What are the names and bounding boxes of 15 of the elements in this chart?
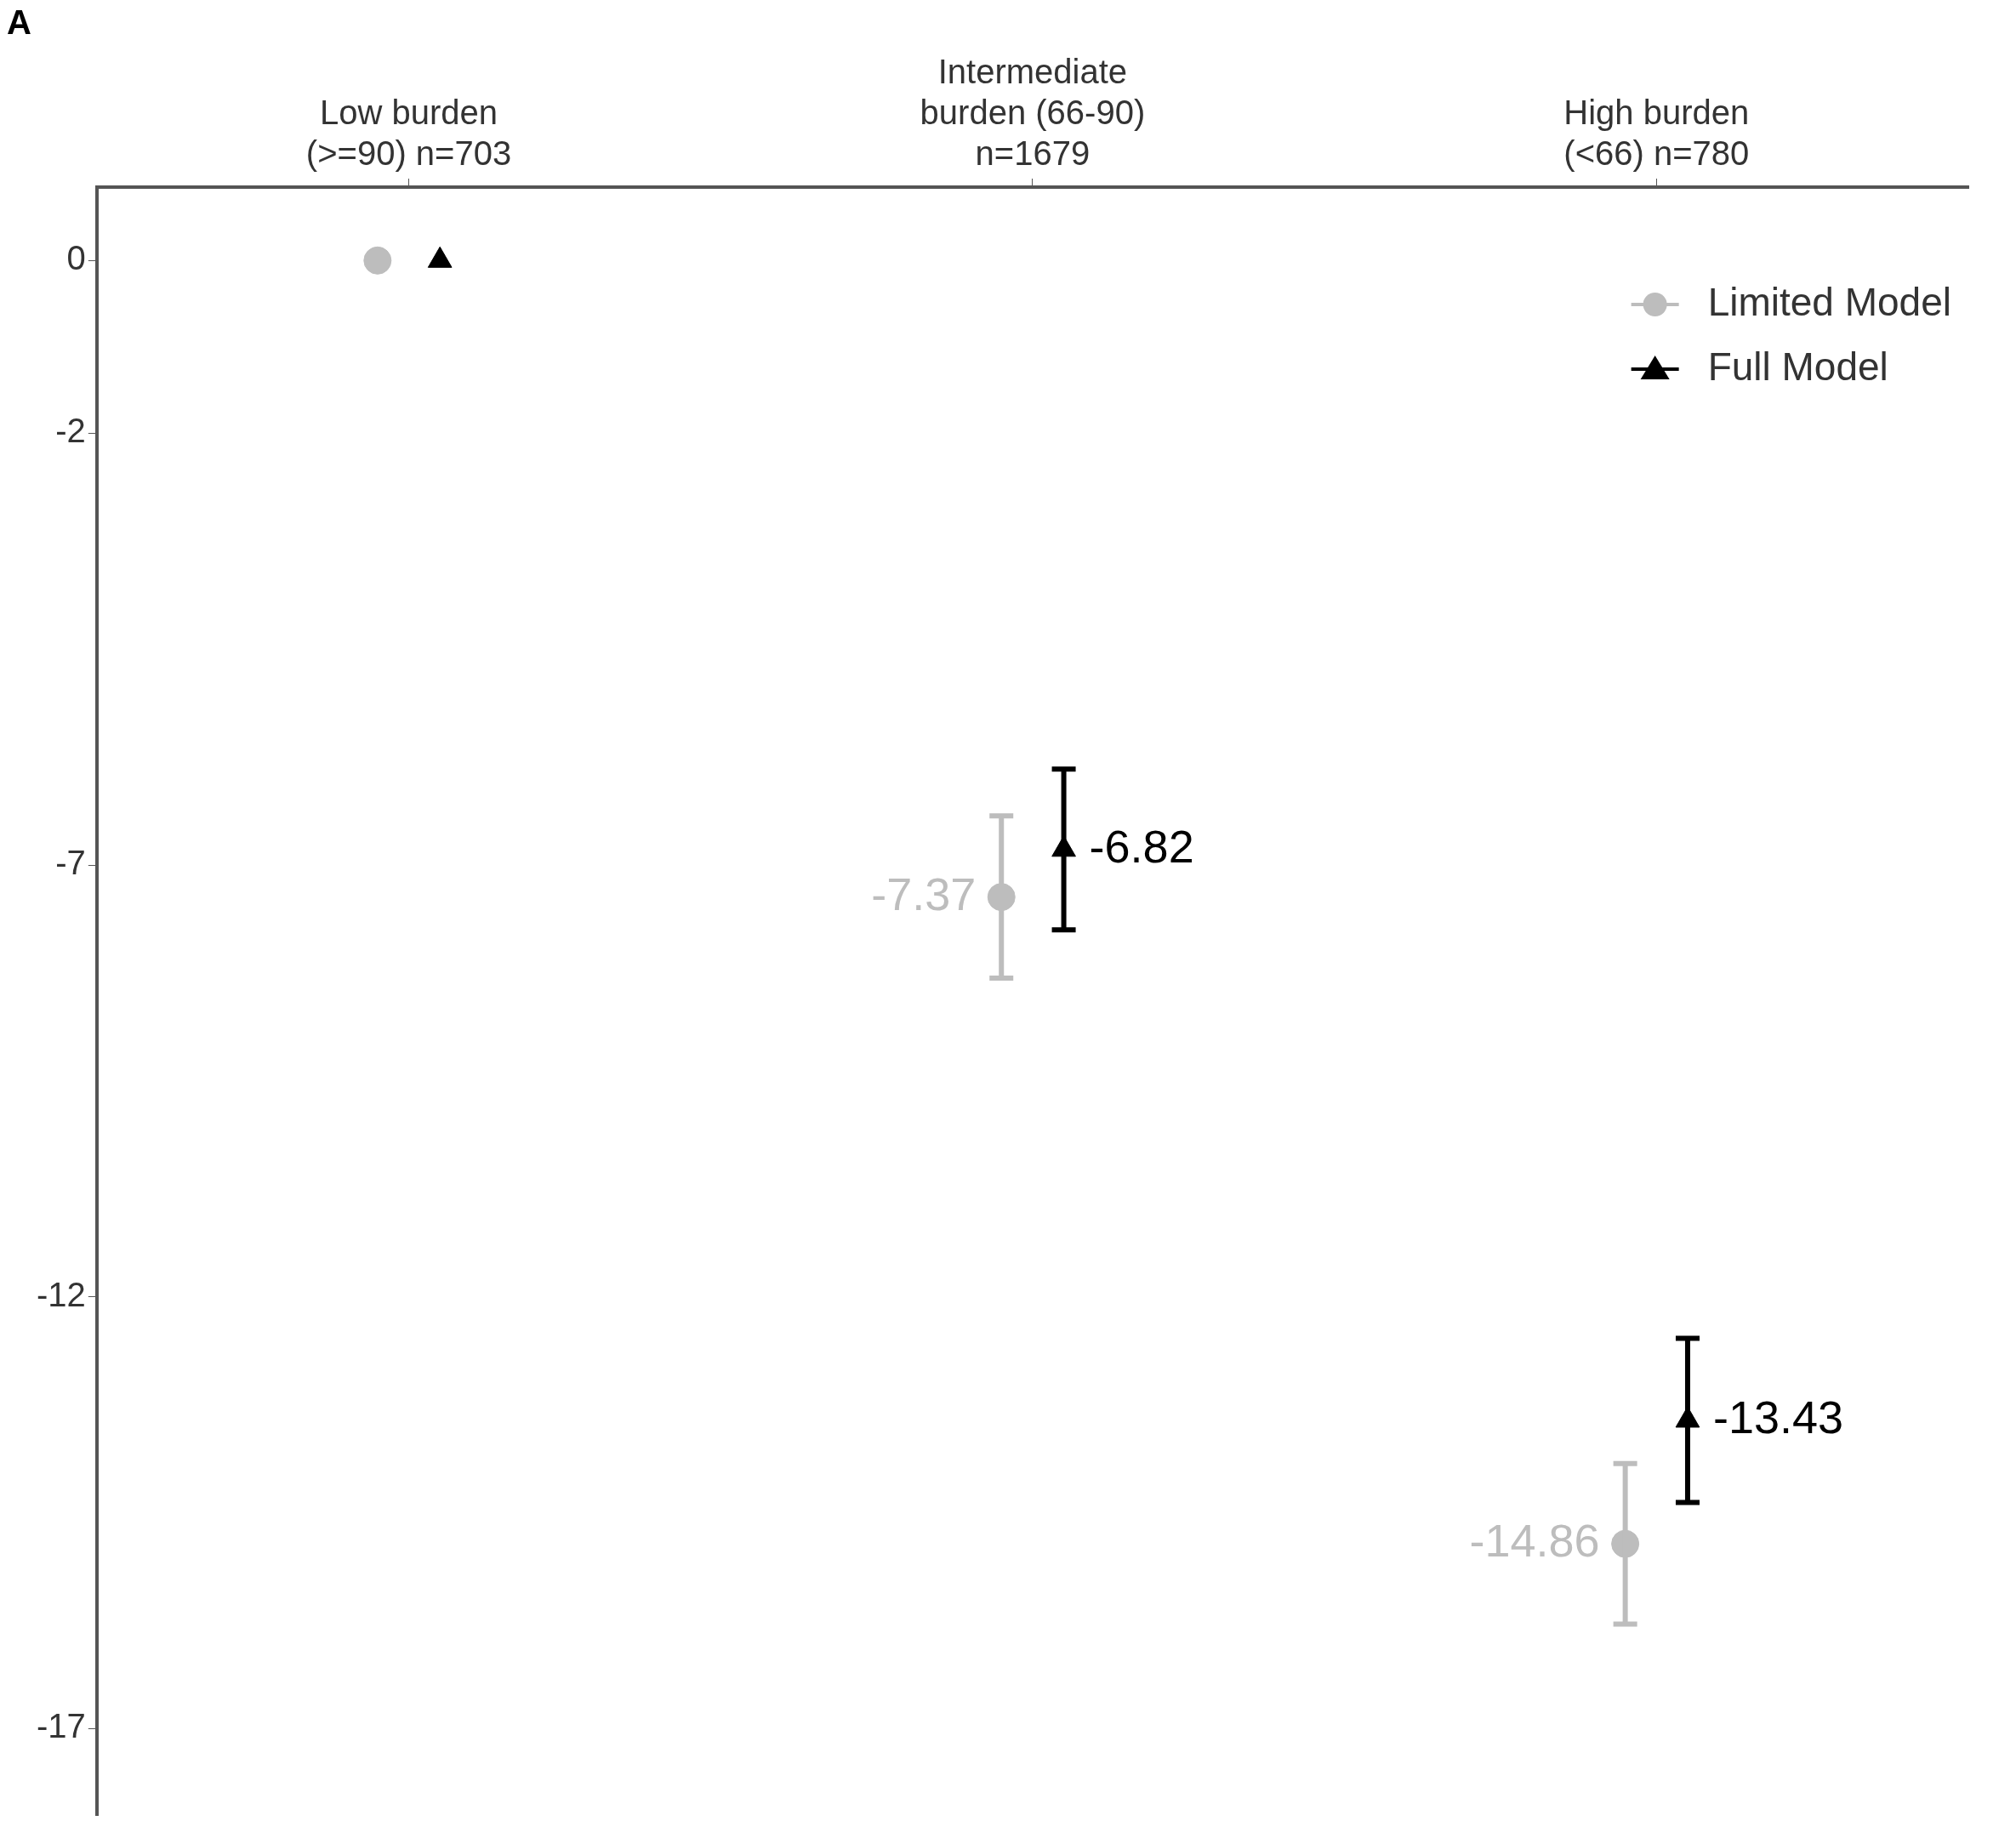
y-tick-label: -12 [37, 1275, 86, 1313]
y-tick-label: -17 [37, 1707, 86, 1745]
data-label: -14.86 [1469, 1515, 1600, 1567]
x-tick-label: Low burden (>=90) n=703 [305, 94, 512, 173]
legend-label: Limited Model [1707, 279, 1951, 324]
x-tick-label: High burden (<66) n=780 [1563, 94, 1750, 173]
x-tick-label: Intermediate burden (66-90) n=1679 [920, 53, 1146, 173]
y-tick-label: -2 [55, 412, 86, 450]
data-label: -7.37 [871, 868, 977, 919]
text: A [7, 3, 31, 42]
y-tick-label: -7 [55, 844, 86, 882]
data-label: -13.43 [1712, 1391, 1844, 1443]
data-label: -6.82 [1089, 820, 1194, 872]
y-tick-label: 0 [66, 239, 86, 277]
legend-label: Full Model [1707, 344, 1888, 389]
